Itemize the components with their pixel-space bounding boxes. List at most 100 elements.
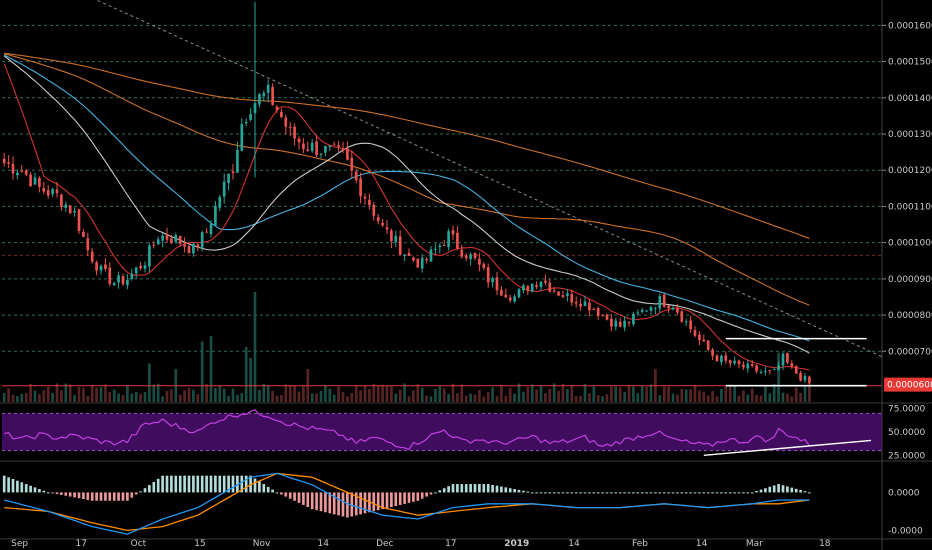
candle-body[interactable] [781,353,785,366]
candle[interactable] [733,356,736,366]
candle-body[interactable] [90,251,94,262]
candle-body[interactable] [632,313,635,325]
candle[interactable] [319,152,323,159]
candle-body[interactable] [24,170,28,175]
candle[interactable] [183,237,186,253]
candle[interactable] [680,310,684,323]
candle-body[interactable] [117,275,120,283]
candle[interactable] [73,207,76,217]
candle[interactable] [442,239,446,246]
candle-body[interactable] [706,340,710,350]
candle[interactable] [614,317,618,331]
candle[interactable] [236,141,239,173]
candle-body[interactable] [592,308,596,310]
candle-body[interactable] [288,126,292,128]
rsi-divergence-line[interactable] [703,439,872,457]
candle-body[interactable] [398,236,402,255]
candle[interactable] [671,305,675,311]
candle[interactable] [689,315,692,333]
candle[interactable] [214,201,217,227]
candle[interactable] [86,232,90,257]
candle[interactable] [799,370,802,382]
candle-body[interactable] [134,267,138,274]
candle-body[interactable] [469,254,472,260]
candle[interactable] [451,225,455,241]
candle[interactable] [302,137,305,154]
candle-body[interactable] [640,309,644,312]
candle-body[interactable] [535,285,538,288]
candle-body[interactable] [187,246,191,254]
candle[interactable] [222,173,226,204]
candle-body[interactable] [280,111,283,118]
candle[interactable] [218,194,222,212]
candle-body[interactable] [504,294,508,298]
candle-body[interactable] [376,217,380,222]
candle[interactable] [310,138,314,153]
candle[interactable] [24,168,28,177]
candle[interactable] [522,283,525,294]
candle[interactable] [266,79,270,103]
candle-body[interactable] [68,205,72,214]
candle[interactable] [702,334,706,343]
candle-body[interactable] [196,244,200,248]
time-axis[interactable]: Sep 17 Oct 15 Nov 14 Dec 17 2019 14 Feb 14 Mar 18 [11,539,831,549]
pane-separators[interactable] [0,402,932,540]
candle-body[interactable] [394,236,398,243]
candle-body[interactable] [205,231,208,233]
candle[interactable] [495,271,499,296]
candle[interactable] [398,230,402,256]
candle[interactable] [750,360,754,368]
candle-body[interactable] [755,365,758,372]
candle-body[interactable] [302,143,305,150]
candle[interactable] [187,242,191,254]
candlesticks[interactable] [2,1,811,386]
candle-body[interactable] [293,126,296,139]
candle-body[interactable] [42,187,46,192]
candle[interactable] [579,298,582,311]
candle[interactable] [557,291,560,297]
candle-body[interactable] [579,303,582,307]
candle-body[interactable] [266,84,270,93]
macd-line[interactable] [4,472,810,535]
candle-body[interactable] [434,248,437,250]
candle[interactable] [667,304,670,314]
candle[interactable] [654,306,657,315]
candle[interactable] [288,121,292,137]
rsi-pane[interactable]: 75.0000 50.0000 25.0000 [2,405,925,462]
candle[interactable] [425,257,428,264]
candle[interactable] [429,245,433,262]
candle[interactable] [447,228,450,251]
candle[interactable] [306,141,310,152]
candle[interactable] [693,326,697,338]
candle[interactable] [698,331,701,346]
candle-body[interactable] [126,279,129,286]
candle[interactable] [297,136,301,150]
candle[interactable] [170,235,173,244]
candle[interactable] [473,252,477,261]
candle-body[interactable] [165,234,169,240]
candle-body[interactable] [808,376,811,384]
candle[interactable] [324,145,327,157]
candle-body[interactable] [33,177,37,185]
candle-body[interactable] [500,289,503,296]
candle[interactable] [174,232,178,244]
candle[interactable] [293,123,296,146]
candle-body[interactable] [530,283,534,292]
candle-body[interactable] [702,339,706,342]
candle[interactable] [55,182,59,198]
candle[interactable] [407,248,411,256]
candle-body[interactable] [772,369,776,371]
candle-body[interactable] [522,285,525,291]
candle[interactable] [434,243,437,255]
candle-body[interactable] [240,124,244,151]
candle-body[interactable] [170,238,173,244]
candle-body[interactable] [799,372,802,381]
candle[interactable] [46,184,50,199]
candle[interactable] [513,294,516,304]
candle-body[interactable] [464,255,468,259]
candle-body[interactable] [407,252,411,256]
candle[interactable] [438,243,442,254]
candle[interactable] [491,276,494,288]
candle[interactable] [715,354,719,362]
candle[interactable] [605,313,609,321]
